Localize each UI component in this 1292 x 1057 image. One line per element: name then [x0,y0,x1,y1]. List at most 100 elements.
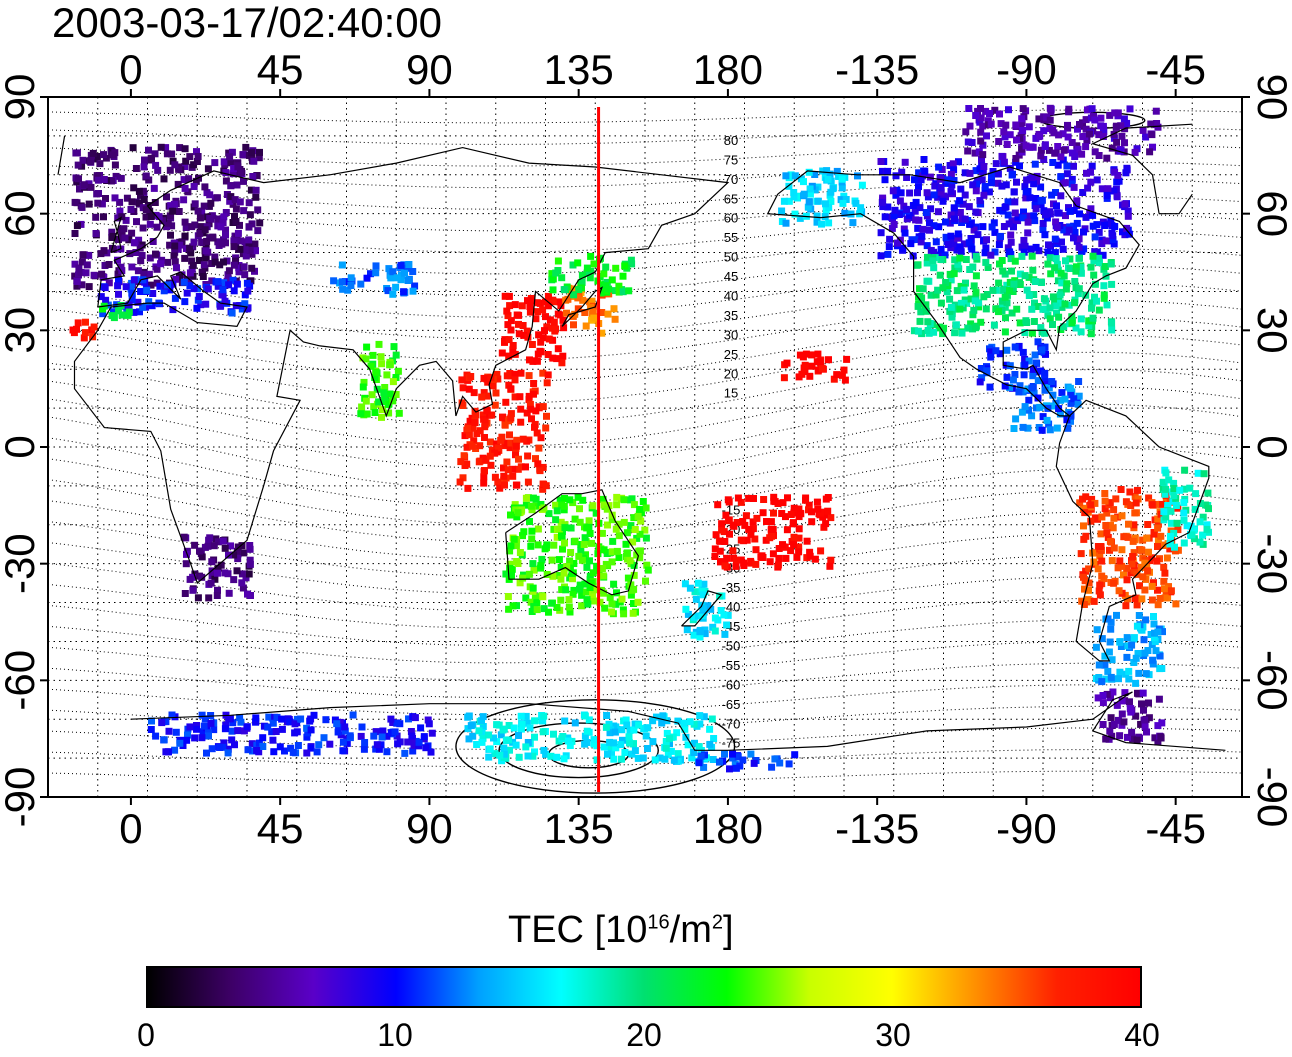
tec-pixel [600,546,608,554]
tec-pixel [245,236,253,244]
tec-pixel [527,405,535,413]
coastline [1055,399,1210,662]
tec-pixel [1190,535,1198,543]
tec-pixel [383,748,391,756]
tec-pixel [767,518,775,526]
mlat-contour [47,597,1243,647]
tec-pixel [1110,130,1118,138]
tec-pixel [424,716,432,724]
tec-pixel [843,355,851,363]
tec-pixel [570,321,577,329]
tec-pixel [387,715,395,723]
tec-pixel [1150,634,1158,642]
tec-pixel [98,200,106,208]
tec-pixel [1056,410,1064,418]
tec-pixel [524,452,532,460]
tec-pixel [198,209,206,217]
tec-pixel [457,458,465,466]
tec-pixel [385,400,393,408]
tec-pixel [1065,301,1073,309]
tec-pixel [1000,286,1008,294]
tec-pixel [71,272,79,280]
tec-pixel [643,561,651,569]
tec-pixel [1141,559,1149,567]
tec-pixel [1061,179,1069,187]
tec-pixel [100,213,107,221]
tec-pixel [492,389,500,397]
tec-pixel [971,297,979,305]
tec-pixel [511,350,519,358]
tec-pixel [163,150,171,158]
tec-pixel [899,244,907,252]
tec-pixel [795,505,803,513]
tec-pixel [588,297,596,305]
tec-pixel [190,238,198,246]
tec-pixel [123,194,131,202]
tec-pixel [147,213,155,220]
tec-pixel [1190,526,1198,534]
tec-pixel [225,281,233,289]
tec-pixel [294,742,302,749]
tec-pixel [71,230,79,237]
tec-pixel [71,198,79,206]
tec-pixel [623,549,631,557]
tec-pixel [1064,133,1072,141]
tec-pixel [520,528,528,536]
tec-pixel [686,718,694,726]
tec-pixel [747,750,755,758]
tec-pixel [1097,530,1105,538]
tec-pixel [137,191,144,199]
tec-pixel [339,738,347,746]
mlat-label: -70 [722,716,741,731]
tec-pixel [500,464,507,472]
tec-pixel [567,524,575,532]
tec-pixel [1046,116,1054,124]
tec-pixel [381,384,389,391]
tec-pixel [604,521,611,529]
lon-label-top: 135 [544,46,614,93]
tec-pixel [237,718,245,726]
tec-pixel [1049,402,1057,410]
tec-pixel [1129,735,1137,743]
tec-pixel [1029,372,1037,380]
tec-pixel [1158,500,1166,508]
tec-pixel [1001,328,1009,336]
tec-pixel [968,245,976,253]
tec-pixel [493,440,501,448]
tec-pixel [387,274,395,282]
tec-pixel [506,746,513,754]
tec-pixel [1080,522,1087,530]
tec-pixel [182,224,190,231]
tec-pixel [983,132,990,140]
tec-pixel [919,172,927,180]
tec-pixel [405,261,413,268]
tec-pixel [981,186,989,194]
tec-pixel [149,238,157,245]
tec-pixel [598,565,606,572]
tec-pixel [566,564,574,572]
tec-pixel [205,732,212,740]
tec-pixel [243,279,251,287]
tec-pixel [269,719,277,727]
tec-pixel [500,472,508,480]
tec-pixel [158,719,166,727]
tec-pixel [545,608,552,616]
tec-pixel [915,183,922,191]
tec-pixel [1090,597,1098,605]
tec-pixel [1110,134,1118,142]
tec-pixel [491,401,499,409]
tec-pixel [610,739,617,747]
tec-pixel [1167,587,1175,595]
tec-pixel [1188,531,1196,539]
tec-pixel [1066,265,1074,272]
tec-pixel [1021,403,1029,411]
tec-pixel [681,580,689,588]
tec-pixel [1200,470,1208,478]
tec-pixel [902,205,910,213]
tec-pixel [1071,229,1079,236]
tec-pixel [230,237,238,245]
tec-pixel [619,272,627,280]
tec-pixel [148,717,155,725]
tec-pixel [222,209,230,216]
tec-pixel [507,414,515,422]
